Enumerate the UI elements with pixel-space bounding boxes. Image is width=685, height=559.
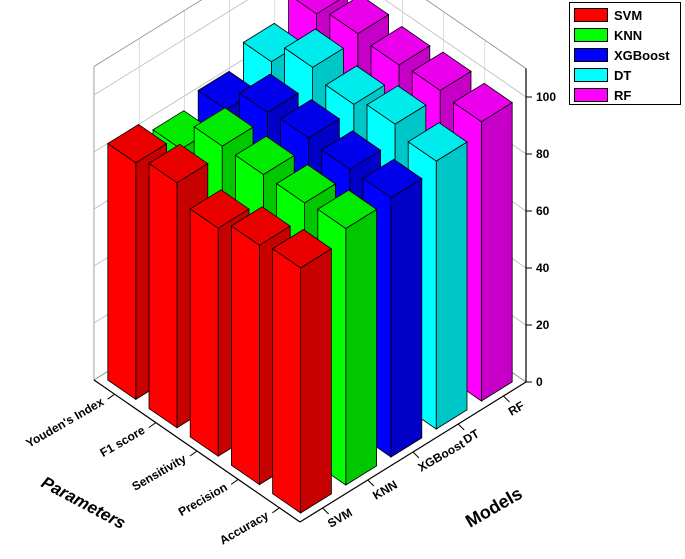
bar-face (148, 162, 178, 429)
bar-top (193, 107, 254, 147)
z-tick-label: 40 (536, 261, 550, 275)
legend-label: KNN (614, 27, 643, 43)
bar-face (189, 208, 219, 457)
z-tick-label: 60 (536, 204, 550, 218)
legend: SVM KNN XGBoost DT RF (569, 2, 681, 105)
bar-top (295, 0, 340, 15)
z-tick-label: 100 (536, 90, 556, 104)
y-tick (322, 507, 329, 515)
bar-top (234, 135, 295, 175)
x-tick (148, 422, 157, 429)
bar-top (325, 65, 386, 105)
x-tick (107, 393, 115, 400)
bar-top (366, 85, 427, 125)
legend-label: SVM (614, 7, 643, 23)
bar-top (148, 143, 209, 184)
bar-top (275, 164, 337, 204)
legend-swatch (574, 28, 608, 42)
legend-label: DT (614, 67, 632, 83)
legend-swatch (574, 8, 608, 22)
x-axis-label: Parameters (38, 473, 129, 533)
legend-item-rf: RF (574, 86, 631, 104)
y-tick-label: SVM (325, 505, 355, 530)
bar-top (362, 158, 423, 199)
bar-top (283, 28, 345, 68)
bar-top (238, 73, 299, 113)
y-tick (412, 451, 420, 459)
bar-top (407, 122, 468, 162)
legend-label: XGBoost (614, 47, 670, 63)
legend-item-xgboost: XGBoost (574, 46, 670, 64)
bar-face (390, 177, 423, 458)
bar-top (411, 51, 472, 91)
bar-top (317, 189, 378, 229)
legend-swatch (574, 48, 608, 62)
bar-face (230, 225, 260, 486)
x-tick-label: F1 score (98, 423, 148, 460)
bars (107, 0, 513, 514)
y-tick (367, 479, 375, 487)
legend-item-dt: DT (574, 66, 631, 84)
y-axis-label: Models (462, 483, 526, 531)
bar-svm-accuracy (271, 229, 333, 514)
x-tick-label: Youden's Index (23, 395, 106, 451)
bar-face (435, 141, 468, 430)
legend-item-svm: SVM (574, 6, 642, 24)
bar-top (189, 189, 250, 229)
gridline (93, 0, 527, 98)
y-tick-label: RF (506, 398, 527, 418)
bar-face (300, 248, 332, 514)
bar-face (272, 247, 302, 514)
x-tick-label: Sensitivity (130, 451, 189, 493)
bar-top (107, 124, 168, 164)
x-tick-label: Accuracy (217, 508, 271, 547)
bar-face (107, 142, 137, 401)
bar-face (345, 208, 378, 486)
bar-top (370, 26, 431, 66)
y-tick (503, 395, 510, 403)
bar-top (329, 0, 390, 35)
y-tick (457, 423, 465, 431)
x-tick (230, 478, 239, 485)
bar-top (279, 99, 341, 139)
z-tick-label: 80 (536, 147, 550, 161)
z-tick-label: 0 (536, 375, 543, 389)
legend-swatch (574, 88, 608, 102)
legend-item-knn: KNN (574, 26, 642, 44)
x-tick (272, 507, 280, 514)
z-tick-label: 20 (536, 318, 550, 332)
x-tick (189, 450, 198, 457)
bar-top (321, 130, 382, 170)
legend-label: RF (614, 87, 632, 103)
legend-swatch (574, 68, 608, 82)
bar-top (230, 206, 291, 246)
bar-top (271, 229, 333, 269)
bar-face (480, 101, 513, 402)
x-tick-label: Precision (176, 480, 230, 519)
bar-top (452, 82, 513, 123)
y-tick-label: KNN (370, 477, 400, 502)
